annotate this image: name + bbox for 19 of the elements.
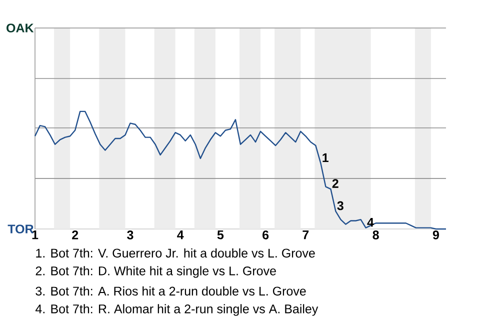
x-tick-label: 7	[302, 230, 309, 240]
annotation: 3	[337, 201, 344, 210]
annotation: 4	[367, 218, 374, 227]
text: 1. Bot 7th: V. Guerrero Jr. hit a double vs L. Grove	[36, 248, 315, 258]
text: 2. Bot 7th: D. White hit a single vs L. Grove	[36, 266, 276, 278]
text: 3. Bot 7th: A. Rios hit a 2-run double vs L. Grove	[36, 286, 306, 296]
annotation: 2	[332, 179, 338, 188]
x-tick-label: 4	[177, 230, 184, 240]
x-tick-label: 1	[32, 230, 38, 240]
annotation: 1	[322, 153, 328, 162]
text: OAK	[6, 24, 34, 32]
x-tick-label: 9	[432, 230, 439, 240]
x-tick-label: 5	[217, 230, 224, 240]
text: 4. Bot 7th: R. Alomar hit a 2-run single vs A. Bailey	[35, 304, 318, 316]
x-tick-label: 2	[72, 230, 78, 240]
text: TOR	[8, 224, 34, 234]
x-tick-label: 6	[262, 230, 269, 240]
x-tick-label: 8	[372, 230, 379, 240]
x-tick-label: 3	[127, 230, 134, 240]
